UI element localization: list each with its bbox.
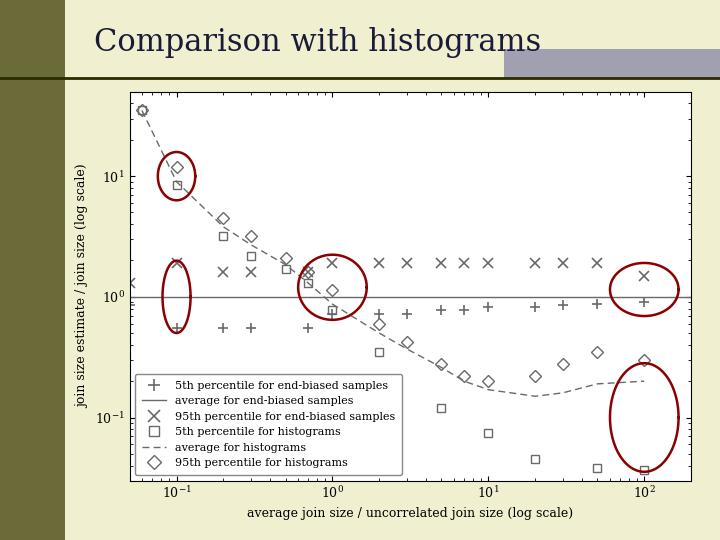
Y-axis label: join size estimate / join size (log scale): join size estimate / join size (log scal…	[76, 164, 89, 408]
Text: Comparison with histograms: Comparison with histograms	[94, 27, 541, 58]
X-axis label: average join size / uncorrelated join size (log scale): average join size / uncorrelated join si…	[248, 507, 573, 520]
Legend: 5th percentile for end-biased samples, average for end-biased samples, 95th perc: 5th percentile for end-biased samples, a…	[135, 374, 402, 475]
